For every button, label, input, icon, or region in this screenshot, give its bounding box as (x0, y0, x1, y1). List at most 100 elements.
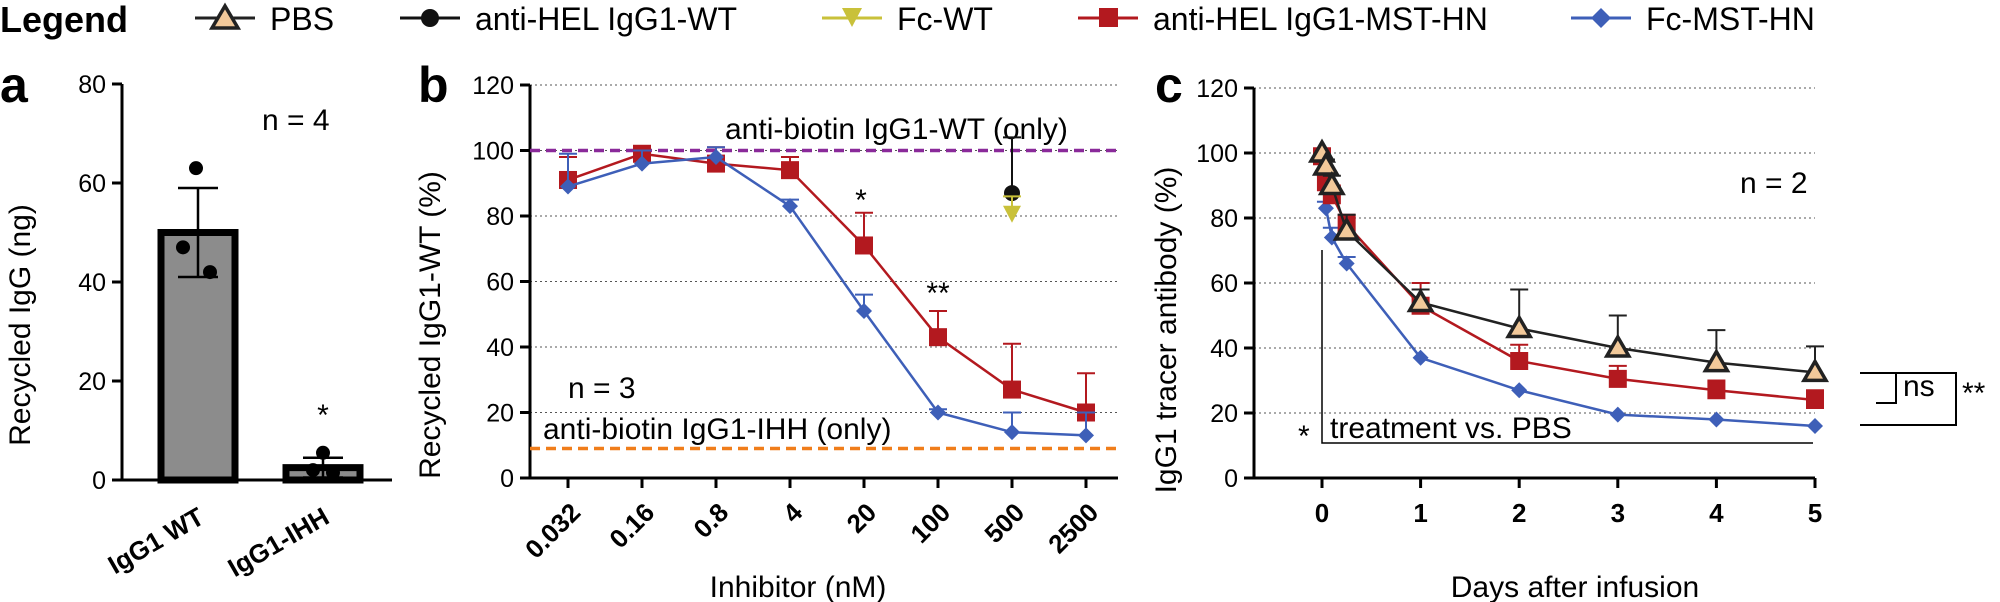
y-tick-label: 40 (486, 334, 514, 362)
data-point (1800, 357, 1830, 383)
x-tick-label: 0.032 (519, 497, 586, 564)
x-tick-label: 4 (1709, 498, 1724, 528)
triangle-down-marker-icon (842, 8, 862, 27)
panel-c-y-axis-label: IgG1 tracer antibody (%) (1150, 167, 1183, 494)
y-tick-label: 20 (78, 368, 106, 396)
series-anti-hel-igg1-wt (1003, 136, 1021, 202)
ns-bracket (1876, 372, 1897, 404)
treatment-bracket-line (1321, 250, 1813, 444)
x-tick-label: IgG1-IHH (223, 501, 334, 583)
data-point (1608, 369, 1627, 388)
data-point (1003, 205, 1021, 223)
data-point (1406, 288, 1435, 313)
data-point (316, 445, 330, 460)
y-tick-label: 60 (486, 269, 514, 297)
x-tick-label: 0.8 (687, 497, 734, 544)
data-point (1003, 380, 1021, 399)
panel-b-y-axis-label: Recycled IgG1-WT (%) (414, 171, 447, 479)
panel-c-line-chart: 0 20 40 60 80 100 120 0 1 2 3 4 5 treatment vs. PBS… (1150, 75, 1986, 602)
panel-b-series (559, 136, 1095, 444)
x-tick-label: 20 (841, 497, 883, 539)
treatment-star: * (1298, 420, 1310, 453)
panel-letter-b: b (418, 57, 449, 113)
data-point (1707, 381, 1726, 400)
x-tick-label: 0.16 (603, 497, 660, 554)
x-tick-label: 2 (1512, 498, 1526, 528)
data-point (1603, 333, 1632, 358)
y-tick-label: 120 (1196, 75, 1238, 103)
ns-label: ns (1903, 370, 1935, 403)
panel-letter-a: a (0, 57, 29, 113)
reference-label-anti-biotin-igg1-ihh: anti-biotin IgG1-IHH (only) (543, 413, 891, 446)
legend-entry-pbs: PBS (195, 1, 334, 37)
data-point (326, 465, 340, 480)
legend-entry-anti-hel-igg1-wt: anti-HEL IgG1-WT (400, 1, 737, 37)
data-point (1505, 314, 1534, 339)
data-point (1078, 427, 1094, 444)
data-point (1807, 418, 1823, 434)
data-point (1004, 424, 1020, 441)
y-tick-label: 60 (1210, 270, 1238, 298)
x-tick-label: IgG1 WT (103, 501, 209, 580)
y-tick-label: 120 (472, 72, 514, 100)
panel-c-gridlines (1254, 87, 1815, 414)
data-point (1609, 406, 1626, 423)
panel-a-y-axis-label: Recycled IgG (ng) (4, 204, 37, 446)
data-point (1323, 229, 1340, 246)
y-tick-label: 20 (1210, 400, 1238, 428)
legend-label: anti-HEL IgG1-WT (475, 1, 737, 37)
data-point (1511, 382, 1528, 399)
data-point (203, 265, 217, 280)
y-tick-label: 0 (92, 467, 106, 495)
data-point (1708, 411, 1725, 428)
data-point (1332, 216, 1361, 241)
x-tick-label: 1 (1413, 498, 1427, 528)
series-fc-mst-hn (559, 146, 1095, 444)
data-point (1702, 348, 1731, 373)
legend-entry-anti-hel-igg1-mst-hn: anti-HEL IgG1-MST-HN (1078, 1, 1488, 37)
data-point (1338, 255, 1355, 272)
data-point (1317, 171, 1346, 196)
panel-c-treatment-bracket: treatment vs. PBS * (1298, 250, 1813, 453)
data-point (856, 302, 872, 319)
legend-label: Fc-WT (897, 1, 993, 37)
triangle-marker-icon (208, 2, 242, 30)
data-point (929, 328, 947, 347)
panel-b-star-100: ** (926, 277, 950, 310)
panel-b-line-chart: 0 20 40 60 80 100 120 0.032 0.16 0.8 4 20 100 500 250… (414, 72, 1118, 602)
treatment-label: treatment vs. PBS (1330, 412, 1572, 445)
legend: Legend PBS anti-HEL IgG1-WT Fc-WT anti-H… (0, 0, 1815, 40)
data-point (634, 155, 650, 172)
panel-a-bar-chart: 0 20 40 60 80 * IgG1 WT IgG1-IHH Recycled IgG… (4, 71, 392, 583)
y-tick-label: 0 (500, 465, 514, 493)
x-tick-label: 2500 (1042, 497, 1104, 559)
panel-c-x-axis-label: Days after infusion (1451, 571, 1699, 602)
panel-a-n-label: n = 4 (262, 104, 330, 137)
panel-b-star-20: * (855, 184, 867, 217)
circle-marker-icon (421, 9, 439, 27)
panel-a-x-labels: IgG1 WT IgG1-IHH (103, 501, 334, 583)
data-point (1510, 352, 1529, 370)
data-point (176, 240, 190, 255)
series-line (567, 152, 1087, 414)
panel-a-bars: * (157, 161, 364, 484)
panel-a-y-ticks: 0 20 40 60 80 (78, 71, 392, 495)
x-tick-label: 100 (904, 497, 956, 549)
data-point (1311, 151, 1340, 176)
data-point (930, 404, 946, 421)
y-tick-label: 100 (1196, 140, 1238, 168)
panel-c-x-ticks: 0 1 2 3 4 5 (1315, 478, 1822, 528)
data-point (306, 463, 320, 478)
x-tick-label: 4 (777, 497, 809, 529)
legend-entry-fc-wt: Fc-WT (822, 1, 993, 37)
data-point (189, 161, 203, 176)
panel-letter-c: c (1155, 57, 1183, 113)
panel-a-star: * (317, 399, 329, 432)
y-tick-label: 40 (78, 269, 106, 297)
legend-title: Legend (0, 0, 128, 40)
reference-label-anti-biotin-igg1-wt: anti-biotin IgG1-WT (only) (725, 113, 1068, 146)
data-point (1412, 349, 1429, 366)
x-tick-label: 500 (978, 497, 1030, 549)
x-tick-label: 5 (1808, 498, 1822, 528)
